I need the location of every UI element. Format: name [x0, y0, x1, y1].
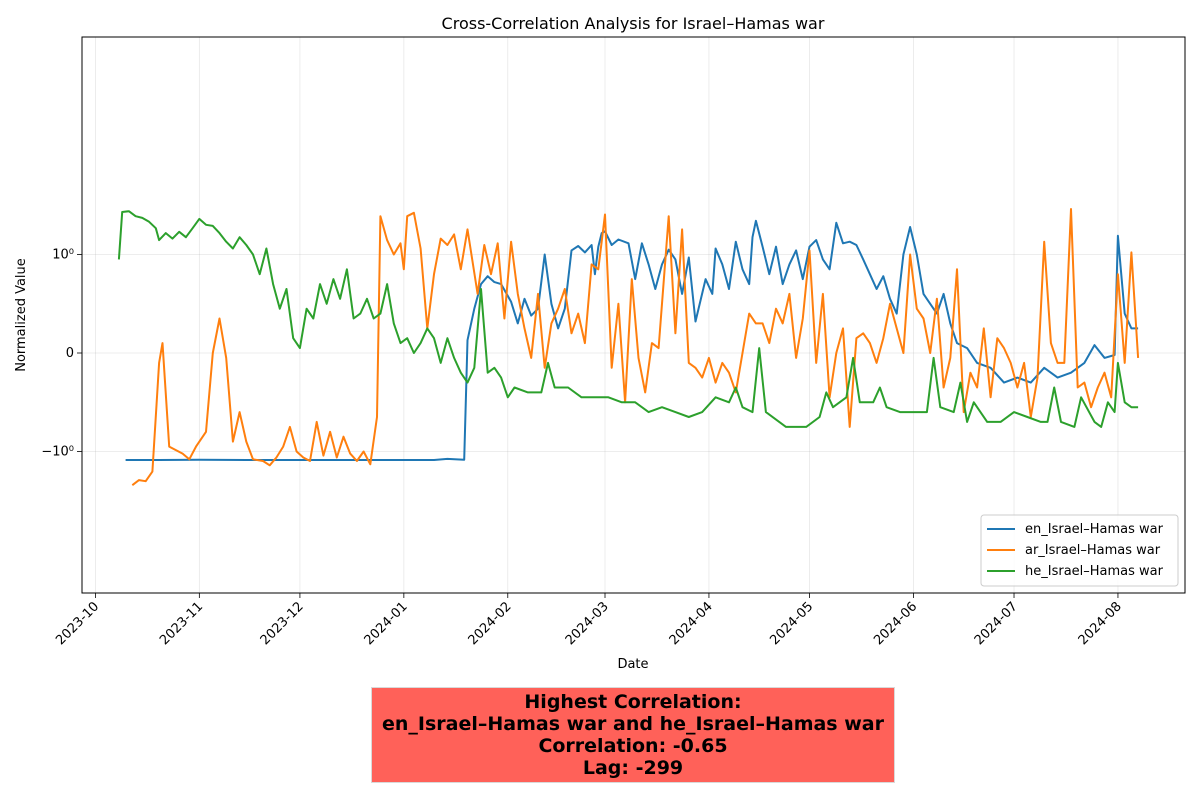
series-line-en — [125, 219, 1139, 461]
highest-correlation-box: Highest Correlation: en_Israel–Hamas war… — [371, 687, 895, 783]
summary-pair: en_Israel–Hamas war and he_Israel–Hamas … — [382, 713, 884, 735]
x-tick-label: 2023-12 — [258, 599, 307, 648]
y-axis-label: Normalized Value — [14, 258, 29, 372]
legend-label: he_Israel–Hamas war — [1025, 564, 1164, 579]
y-axis: 10⁰ 0 −10⁰ — [41, 248, 82, 460]
x-tick-label: 2024-01 — [362, 599, 411, 648]
x-tick-label: 2024-04 — [667, 599, 716, 648]
x-axis-label: Date — [617, 657, 648, 672]
summary-correlation: Correlation: -0.65 — [538, 735, 728, 757]
x-tick-label: 2024-05 — [767, 599, 816, 648]
x-tick-label: 2024-08 — [1076, 599, 1125, 648]
chart-title: Cross-Correlation Analysis for Israel–Ha… — [442, 14, 825, 33]
x-tick-label: 2024-02 — [466, 599, 515, 648]
plot-frame — [81, 36, 1186, 594]
y-tick-label: 0 — [66, 346, 74, 361]
grid — [82, 37, 1185, 593]
chart: Cross-Correlation Analysis for Israel–Ha… — [14, 14, 1186, 672]
y-tick-label: 10⁰ — [52, 248, 74, 263]
legend-frame — [980, 514, 1179, 587]
legend-label: ar_Israel–Hamas war — [1025, 543, 1161, 558]
x-tick-label: 2024-03 — [563, 599, 612, 648]
legend-label: en_Israel–Hamas war — [1025, 522, 1164, 537]
x-tick-label: 2024-06 — [871, 599, 920, 648]
x-tick-label: 2023-10 — [53, 599, 102, 648]
x-tick-label: 2023-11 — [157, 599, 206, 648]
series-layer — [117, 208, 1140, 486]
y-tick-label: −10⁰ — [41, 445, 74, 460]
x-axis: 2023-10 2023-11 2023-12 2024-01 2024-02 2024-… — [53, 593, 1125, 648]
x-tick-label: 2024-07 — [972, 599, 1021, 648]
series-line-he — [117, 210, 1139, 428]
series-line-ar — [131, 208, 1140, 486]
summary-lag: Lag: -299 — [582, 757, 684, 779]
legend: en_Israel–Hamas war ar_Israel–Hamas war he… — [980, 514, 1179, 587]
summary-heading: Highest Correlation: — [524, 691, 742, 713]
